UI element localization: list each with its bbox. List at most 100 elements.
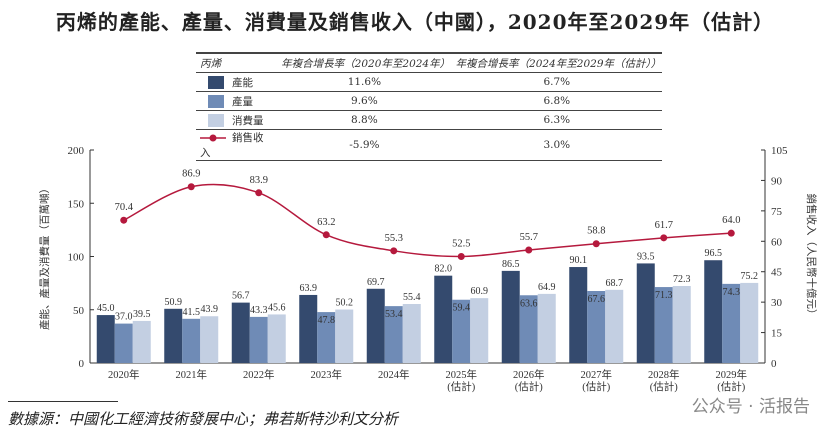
bar-data-label: 93.5 — [637, 251, 655, 262]
bar-產能 — [96, 315, 115, 363]
legend-label: 銷售收入 — [200, 132, 264, 159]
revenue-point — [660, 234, 668, 242]
bar-data-label: 69.7 — [367, 277, 385, 288]
bar-產量 — [114, 323, 133, 363]
revenue-point — [322, 231, 330, 239]
x-tick-label: 2026年 — [513, 368, 545, 381]
revenue-point — [120, 216, 128, 224]
revenue-data-label: 52.5 — [452, 239, 470, 250]
bar-data-label: 59.4 — [453, 303, 471, 314]
bar-data-label: 53.4 — [385, 309, 403, 320]
legend-line-marker-icon — [200, 134, 226, 142]
bar-data-label: 96.5 — [705, 248, 723, 259]
cagr-value: 3.0% — [451, 129, 662, 161]
x-tick-label: 2020年 — [108, 368, 140, 381]
bar-消費量 — [335, 309, 354, 363]
legend-row: 消費量 8.8% 6.3% — [196, 110, 662, 130]
bar-data-label: 45.0 — [97, 303, 115, 314]
divider — [8, 401, 118, 402]
bar-data-label: 50.9 — [165, 297, 183, 308]
legend-swatch — [208, 114, 224, 127]
bar-產量 — [722, 283, 741, 363]
cagr-value: 6.7% — [451, 72, 662, 92]
revenue-point — [457, 253, 465, 260]
x-tick-label: 2029年 — [716, 368, 748, 381]
y-right-tick-label: 60 — [771, 236, 783, 248]
y-tick-label: 0 — [79, 358, 85, 370]
legend-swatch — [208, 95, 224, 108]
bar-產能 — [636, 263, 655, 363]
bar-消費量 — [537, 293, 556, 363]
bar-消費量 — [200, 316, 219, 363]
y-right-tick-label: 90 — [771, 175, 783, 187]
bar-產量 — [317, 312, 336, 363]
y-right-tick-label: 45 — [771, 267, 783, 279]
bar-data-label: 43.3 — [250, 305, 268, 316]
bar-產能 — [704, 260, 723, 363]
cagr-value: 6.8% — [451, 91, 662, 111]
x-tick-label: (估計) — [582, 380, 610, 393]
revenue-point — [592, 240, 600, 248]
bar-產能 — [366, 288, 385, 363]
chart-title: 丙烯的產能、產量、消費量及銷售收入（中國），2020年至2029年（估計） — [55, 10, 775, 34]
legend-row: 產量 9.6% 6.8% — [196, 91, 662, 111]
revenue-data-label: 61.7 — [655, 220, 673, 231]
y-tick-label: 100 — [68, 252, 85, 264]
y-right-tick-label: 30 — [771, 297, 783, 309]
bar-data-label: 86.5 — [502, 259, 520, 270]
chart-svg: 0 50 100 150 200 0 15 30 45 60 75 90 105 產能、產量及消費量（百萬… — [38, 145, 818, 393]
bar-消費量 — [672, 286, 691, 363]
bar-消費量 — [605, 289, 624, 363]
revenue-data-label: 70.4 — [115, 202, 134, 213]
bar-產能 — [569, 267, 588, 363]
revenue-point — [187, 183, 195, 191]
revenue-point — [525, 246, 533, 254]
bar-產量 — [519, 295, 538, 363]
legend-table: 丙烯 年複合增長率（2020年至2024年） 年複合增長率（2024年至2029… — [196, 52, 662, 161]
bar-data-label: 90.1 — [570, 255, 588, 266]
bar-data-label: 74.3 — [723, 287, 741, 298]
bar-data-label: 71.3 — [655, 290, 673, 301]
x-tick-label: (估計) — [447, 380, 475, 393]
x-tick-label: 2025年 — [446, 368, 478, 381]
bar-data-label: 75.2 — [741, 271, 759, 282]
legend-label: 產能 — [232, 76, 253, 89]
bar-data-label: 37.0 — [115, 312, 133, 323]
cagr-value: 6.3% — [451, 110, 662, 130]
bar-data-label: 43.9 — [201, 304, 219, 315]
revenue-data-label: 58.8 — [587, 226, 605, 237]
legend-swatch — [208, 76, 224, 89]
bar-產能 — [434, 275, 453, 363]
legend-label: 產量 — [232, 95, 253, 108]
bar-消費量 — [470, 298, 489, 363]
bar-data-label: 39.5 — [133, 309, 151, 320]
bar-消費量 — [132, 320, 151, 363]
cagr-value: 11.6% — [277, 72, 452, 92]
y-right-tick-label: 75 — [771, 206, 783, 218]
bar-產量 — [249, 316, 268, 363]
revenue-point — [390, 247, 398, 255]
revenue-data-label: 64.0 — [722, 215, 740, 226]
bar-消費量 — [267, 314, 286, 363]
bar-產量 — [384, 306, 403, 363]
x-tick-label: 2022年 — [243, 368, 275, 381]
bar-data-label: 63.6 — [520, 298, 538, 309]
y-tick-label: 200 — [68, 145, 85, 157]
cagr-value: 8.8% — [277, 110, 452, 130]
revenue-point — [727, 229, 735, 237]
y-right-tick-label: 105 — [771, 145, 788, 157]
revenue-point — [255, 189, 263, 197]
y-right-axis-label: 銷售收入（人民幣十億元） — [805, 194, 818, 320]
bar-產量 — [452, 299, 471, 363]
legend-label: 消費量 — [232, 114, 264, 127]
bar-產量 — [182, 318, 201, 363]
bar-產量 — [654, 287, 673, 363]
y-right-tick-label: 15 — [771, 328, 783, 340]
bar-產量 — [587, 291, 606, 363]
revenue-data-label: 63.2 — [317, 217, 335, 228]
legend-row: 銷售收入 -5.9% 3.0% — [196, 129, 662, 161]
header-cagr-1: 年複合增長率（2020年至2024年） — [277, 52, 452, 73]
legend-header: 丙烯 年複合增長率（2020年至2024年） 年複合增長率（2024年至2029… — [196, 52, 662, 73]
cagr-value: -5.9% — [277, 129, 452, 161]
